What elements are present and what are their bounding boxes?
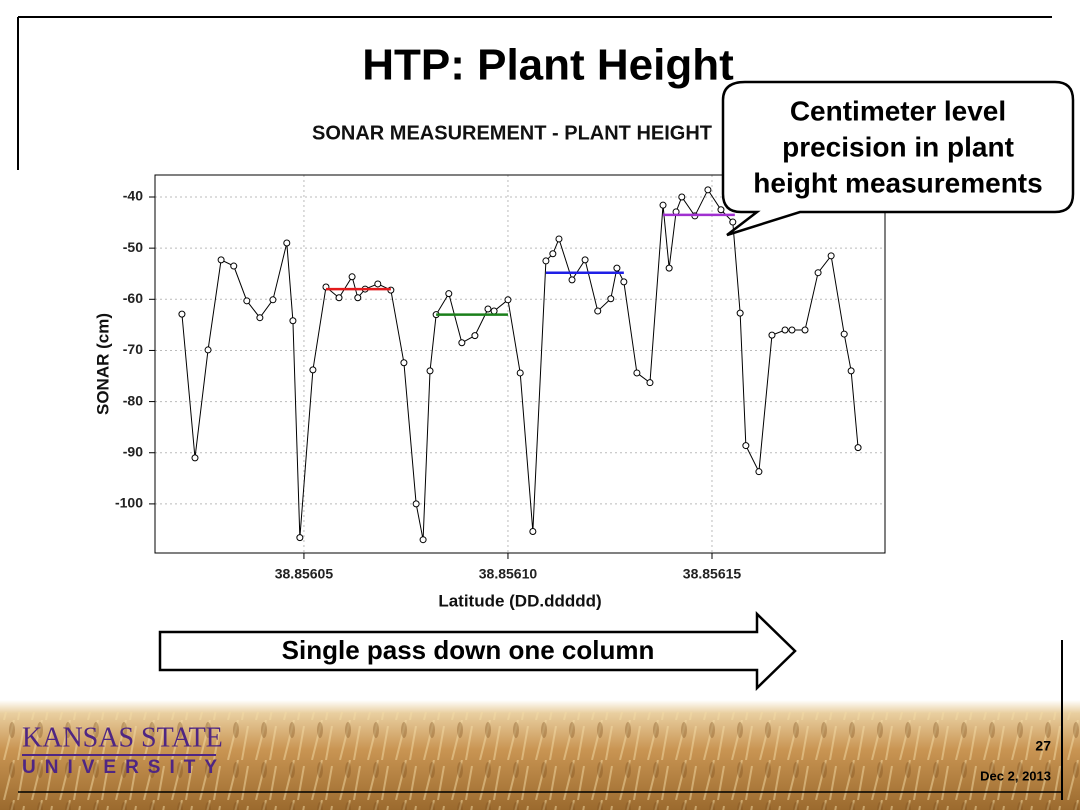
data-point xyxy=(419,536,427,544)
data-point xyxy=(348,273,356,281)
data-point xyxy=(204,346,212,354)
data-point xyxy=(788,326,796,334)
data-point xyxy=(555,235,563,243)
data-point xyxy=(504,296,512,304)
x-tick-label: 38.85605 xyxy=(275,566,334,582)
data-point xyxy=(768,331,776,339)
y-axis-label: SONAR (cm) xyxy=(93,313,112,415)
logo-top: KANSAS STATE xyxy=(22,722,223,753)
data-point xyxy=(717,206,725,214)
data-point xyxy=(335,294,343,302)
arrow-shape xyxy=(158,611,797,691)
data-point xyxy=(678,193,686,201)
data-point xyxy=(354,294,362,302)
data-point xyxy=(412,500,420,508)
x-tick-label: 38.85615 xyxy=(683,566,742,582)
data-point xyxy=(665,264,673,272)
y-tick-label: -80 xyxy=(123,392,143,408)
page-number: 27 xyxy=(1035,738,1051,754)
callout-bubble xyxy=(721,80,1075,237)
data-point xyxy=(289,317,297,325)
callout: Centimeter level precision in plant heig… xyxy=(721,80,1075,237)
data-point xyxy=(729,218,737,226)
y-tick-label: -40 xyxy=(123,188,143,204)
y-tick-label: -50 xyxy=(123,239,143,255)
data-point xyxy=(283,239,291,247)
data-point xyxy=(854,444,862,452)
slide-title: HTP: Plant Height xyxy=(362,41,734,90)
callout-text: Centimeter level xyxy=(790,95,1006,126)
y-tick-label: -60 xyxy=(123,290,143,306)
data-point xyxy=(445,290,453,298)
data-point xyxy=(309,366,317,374)
date: Dec 2, 2013 xyxy=(980,768,1051,783)
data-point xyxy=(781,326,789,334)
data-point xyxy=(814,269,822,277)
data-point xyxy=(581,256,589,264)
footer-texture xyxy=(0,712,1080,810)
logo: KANSAS STATE UNIVERSITY xyxy=(22,722,226,778)
data-point xyxy=(374,280,382,288)
data-point xyxy=(490,307,498,315)
data-point xyxy=(736,309,744,317)
y-tick-label: -90 xyxy=(123,443,143,459)
data-point xyxy=(840,330,848,338)
data-point xyxy=(742,442,750,450)
logo-bottom: UNIVERSITY xyxy=(22,757,226,778)
data-point xyxy=(607,295,615,303)
data-point xyxy=(755,468,763,476)
data-point xyxy=(516,369,524,377)
y-tick-label: -70 xyxy=(123,341,143,357)
data-point xyxy=(568,276,576,284)
data-point xyxy=(217,256,225,264)
x-axis-label: Latitude (DD.ddddd) xyxy=(438,591,601,610)
data-point xyxy=(256,314,264,322)
callout-text: height measurements xyxy=(753,167,1042,198)
data-point xyxy=(178,310,186,318)
data-point xyxy=(549,250,557,258)
x-tick-label: 38.85610 xyxy=(479,566,538,582)
data-point xyxy=(620,278,628,286)
data-point xyxy=(191,454,199,462)
data-point xyxy=(827,252,835,260)
arrow-label: Single pass down one column xyxy=(282,635,655,665)
data-point xyxy=(458,339,466,347)
data-point xyxy=(400,359,408,367)
data-point xyxy=(704,186,712,194)
data-point xyxy=(529,528,537,536)
data-point xyxy=(633,369,641,377)
data-line xyxy=(181,188,859,540)
data-point xyxy=(646,379,654,387)
data-point xyxy=(594,307,602,315)
chart-title: SONAR MEASUREMENT - PLANT HEIGHT xyxy=(312,122,712,144)
callout-text: precision in plant xyxy=(782,131,1014,162)
data-point xyxy=(801,326,809,334)
chart: SONAR MEASUREMENT - PLANT HEIGHT Latitud… xyxy=(93,122,886,610)
data-point xyxy=(230,262,238,270)
data-point xyxy=(484,305,492,313)
data-point xyxy=(426,367,434,375)
data-point xyxy=(847,367,855,375)
data-point xyxy=(471,332,479,340)
data-point xyxy=(542,257,550,265)
data-point xyxy=(269,296,277,304)
plot-frame xyxy=(154,174,886,554)
data-point xyxy=(613,264,621,272)
data-point xyxy=(659,201,667,209)
y-tick-label: -100 xyxy=(115,495,143,511)
arrow: Single pass down one column xyxy=(158,611,797,691)
data-point xyxy=(243,297,251,305)
data-point xyxy=(296,534,304,542)
